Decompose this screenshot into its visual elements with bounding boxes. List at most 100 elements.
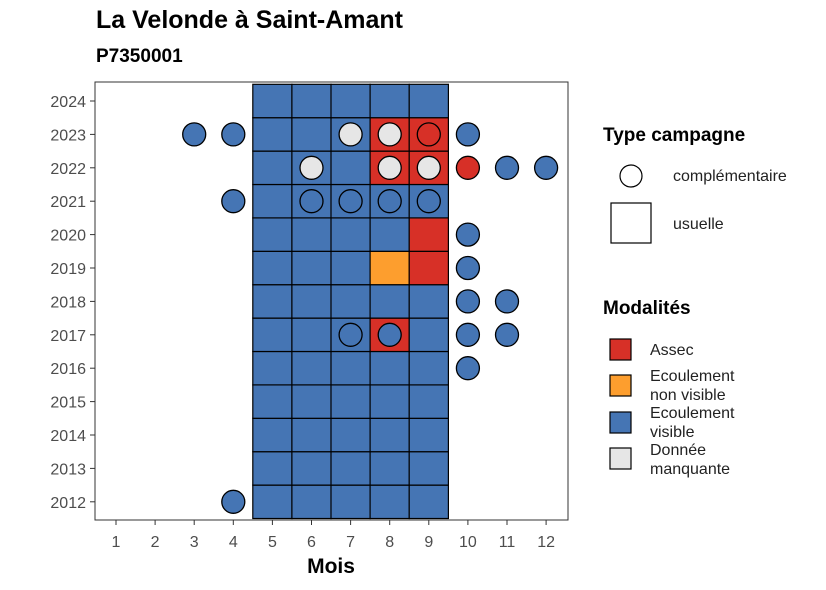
x-tick-label: 10: [459, 534, 477, 551]
usuelle-cell: [408, 83, 450, 119]
usuelle-cell: [408, 384, 450, 419]
usuelle-cell: [252, 484, 293, 520]
usuelle-cell: [369, 417, 410, 453]
complementaire-point: [416, 122, 441, 147]
complementaire-point: [416, 155, 441, 180]
complementaire-point: [338, 122, 363, 147]
complementaire-point: [221, 189, 246, 214]
usuelle-cell: [408, 417, 450, 453]
usuelle-cell: [369, 384, 410, 419]
y-tick-label: 2023: [50, 127, 86, 144]
y-tick-label: 2013: [50, 461, 86, 478]
legend-label-ecoulement-visible: Ecoulement visible: [650, 405, 735, 441]
x-tick-label: 8: [385, 534, 394, 551]
usuelle-cell: [291, 384, 332, 419]
complementaire-point: [455, 255, 481, 281]
usuelle-cell: [408, 317, 450, 353]
usuelle-cell: [330, 350, 371, 386]
usuelle-cell: [330, 384, 371, 419]
x-tick-label: 2: [151, 534, 160, 551]
complementaire-point: [494, 322, 520, 347]
usuelle-cell: [252, 284, 293, 319]
usuelle-cell: [252, 250, 293, 286]
usuelle-cell: [408, 350, 450, 386]
usuelle-cell: [291, 417, 332, 453]
legend-label-ecoulement-non-visible: Ecoulement non visible: [650, 368, 735, 404]
complementaire-dots: [182, 122, 559, 514]
usuelle-cell: [252, 317, 293, 353]
usuelle-cell: [330, 284, 371, 319]
y-tick-label: 2021: [50, 194, 86, 211]
legend-swatch: [609, 447, 632, 470]
y-axis: 2012 2013 2014 2015 2016 2017 2018 2019 2020 2021…: [50, 94, 95, 512]
usuelle-cell: [291, 117, 332, 152]
usuelle-cell: [369, 451, 410, 486]
chart-title: La Velonde à Saint-Amant: [96, 6, 404, 34]
usuelle-cell: [252, 217, 293, 252]
usuelle-cell: [252, 417, 293, 453]
y-tick-label: 2014: [50, 428, 86, 445]
usuelle-cell: [252, 183, 293, 219]
legend-type-campagne: [610, 164, 652, 244]
x-axis-label: Mois: [307, 555, 355, 578]
complementaire-point: [455, 289, 481, 314]
complementaire-point: [182, 122, 207, 147]
chart-subtitle: P7350001: [96, 46, 183, 67]
complementaire-point: [338, 322, 363, 347]
y-tick-label: 2015: [50, 395, 86, 412]
usuelle-cells: [252, 83, 450, 520]
x-tick-label: 1: [112, 534, 121, 551]
usuelle-cell: [252, 350, 293, 386]
complementaire-point: [494, 155, 520, 180]
usuelle-cell: [252, 451, 293, 486]
x-tick-label: 12: [537, 534, 555, 551]
usuelle-cell: [369, 217, 410, 252]
x-tick-label: 4: [229, 534, 238, 551]
legend-label-complementaire: complémentaire: [673, 168, 787, 185]
complementaire-point: [455, 222, 481, 247]
legend-label-assec: Assec: [650, 342, 694, 359]
legend-swatch: [609, 374, 632, 397]
usuelle-cell: [291, 350, 332, 386]
complementaire-point: [221, 122, 246, 147]
y-tick-label: 2022: [50, 161, 86, 178]
usuelle-cell: [252, 117, 293, 152]
y-tick-label: 2020: [50, 228, 86, 245]
complementaire-point: [455, 356, 481, 381]
x-tick-label: 11: [499, 534, 516, 551]
x-tick-label: 6: [307, 534, 316, 551]
usuelle-cell: [330, 451, 371, 486]
complementaire-point: [377, 322, 402, 347]
legend-type-title: Type campagne: [603, 125, 746, 146]
usuelle-cell: [408, 284, 450, 319]
usuelle-cell: [330, 217, 371, 252]
y-tick-label: 2018: [50, 294, 86, 311]
usuelle-cell: [291, 317, 332, 353]
usuelle-cell: [408, 217, 450, 252]
x-tick-label: 5: [268, 534, 277, 551]
complementaire-point: [299, 189, 324, 214]
usuelle-cell: [408, 250, 450, 286]
usuelle-cell: [369, 83, 410, 119]
complementaire-point: [377, 189, 402, 214]
usuelle-cell: [408, 484, 450, 520]
legend-modalites-title: Modalités: [603, 298, 691, 319]
usuelle-cell: [252, 384, 293, 419]
usuelle-cell: [369, 350, 410, 386]
usuelle-cell: [369, 484, 410, 520]
y-tick-label: 2016: [50, 361, 86, 378]
legend-swatch: [609, 338, 632, 361]
legend-square-swatch: [610, 202, 652, 244]
x-tick-label: 9: [424, 534, 433, 551]
complementaire-point: [221, 489, 246, 514]
legend-label-usuelle: usuelle: [673, 216, 724, 233]
usuelle-cell: [330, 250, 371, 286]
x-tick-label: 7: [346, 534, 355, 551]
usuelle-cell: [291, 250, 332, 286]
complementaire-point: [377, 155, 402, 180]
usuelle-cell: [291, 217, 332, 252]
x-axis: 1 2 3 4 5 6 7 8 9 10 11 12: [112, 520, 555, 551]
legend-circle-swatch: [619, 164, 643, 188]
y-tick-label: 2019: [50, 261, 86, 278]
